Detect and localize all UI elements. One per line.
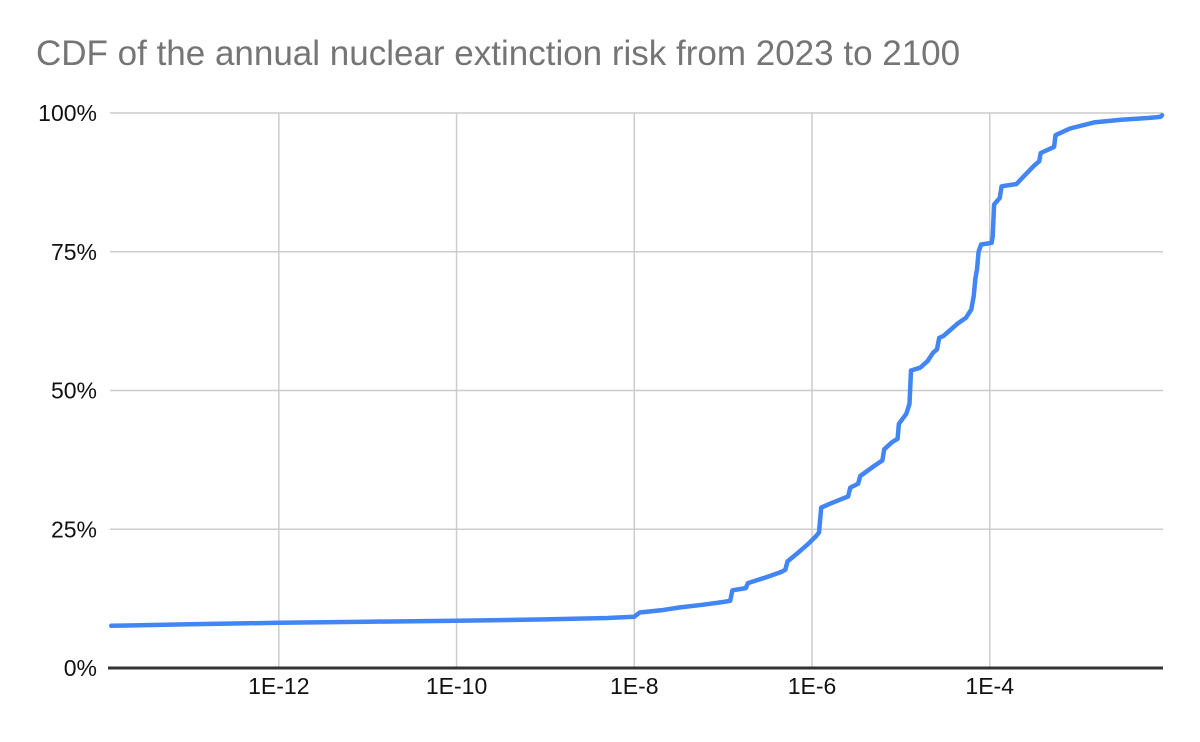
y-tick-label: 0% [64, 655, 97, 681]
x-tick-label: 1E-12 [248, 673, 309, 699]
y-tick-label: 25% [51, 516, 97, 542]
x-tick-label: 1E-4 [965, 673, 1014, 699]
cdf-curve [108, 112, 1165, 629]
chart-title: CDF of the annual nuclear extinction ris… [36, 34, 961, 73]
y-tick-label: 100% [38, 100, 97, 126]
y-tick-label: 75% [51, 239, 97, 265]
x-tick-label: 1E-10 [426, 673, 487, 699]
x-tick-label: 1E-6 [788, 673, 837, 699]
y-tick-label: 50% [51, 378, 97, 404]
x-tick-label: 1E-8 [610, 673, 659, 699]
